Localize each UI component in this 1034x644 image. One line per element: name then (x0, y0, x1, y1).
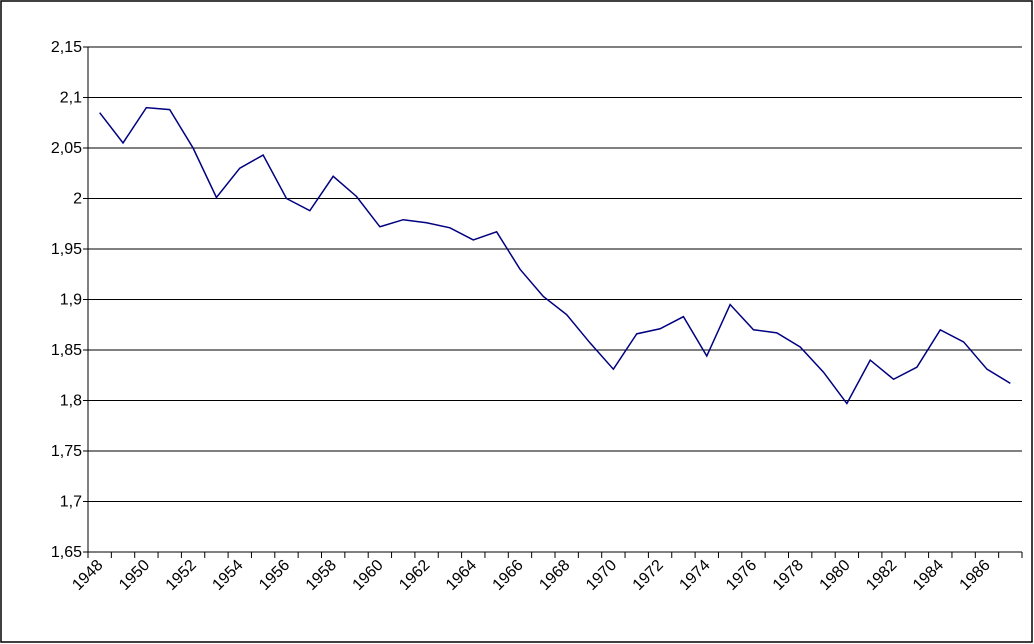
y-tick-label: 1,8 (60, 393, 82, 410)
y-tick-label: 2,05 (51, 140, 82, 157)
y-tick-label: 1,75 (51, 443, 82, 460)
y-tick-label: 2,15 (51, 39, 82, 56)
y-tick-label: 1,7 (60, 494, 82, 511)
y-tick-label: 1,65 (51, 544, 82, 561)
line-series (99, 106, 1011, 405)
y-tick-label: 2,1 (60, 90, 82, 107)
y-tick-label: 1,95 (51, 241, 82, 258)
y-tick-label: 2 (73, 191, 82, 208)
y-tick-label: 1,9 (60, 292, 82, 309)
y-tick-label: 1,85 (51, 342, 82, 359)
